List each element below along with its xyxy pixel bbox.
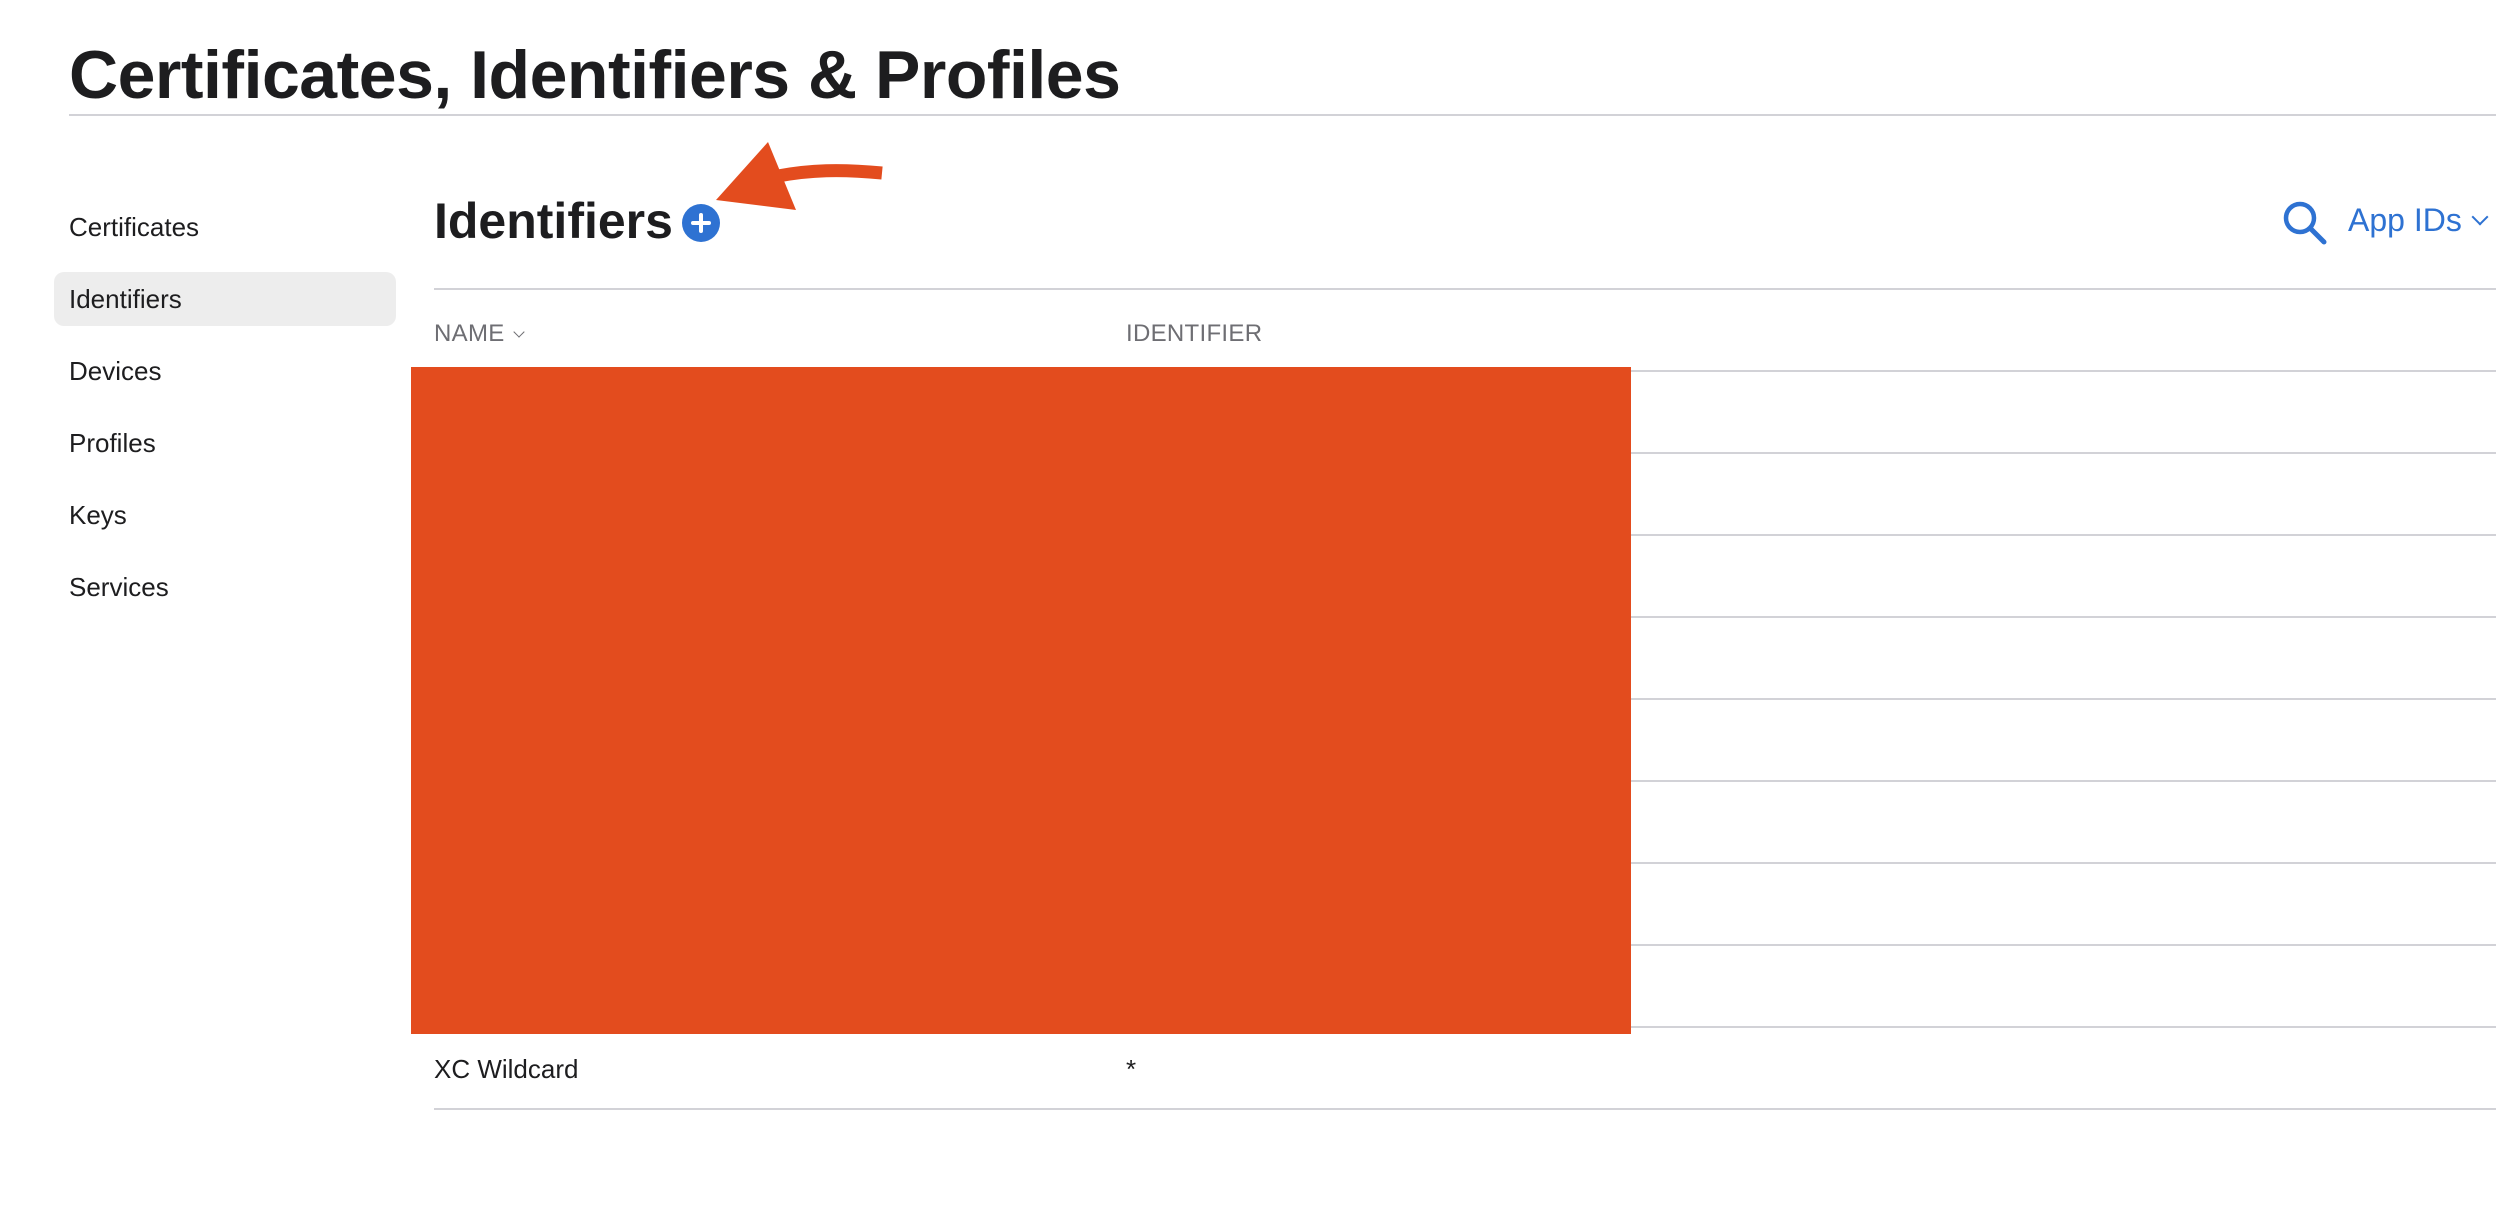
sidebar-item-label: Keys — [69, 500, 127, 530]
table-divider — [434, 288, 2496, 290]
search-icon[interactable] — [2280, 198, 2330, 248]
sidebar-item-label: Devices — [69, 356, 162, 386]
filter-value: App IDs — [2348, 202, 2462, 238]
page-title: Certificates, Identifiers & Profiles — [69, 37, 1121, 113]
sidebar: Certificates Identifiers Devices Profile… — [54, 200, 396, 632]
add-identifier-button[interactable] — [682, 204, 720, 242]
section-title: Identifiers — [434, 193, 673, 249]
column-header-identifier: IDENTIFIER — [1126, 320, 1263, 347]
sidebar-item-label: Profiles — [69, 428, 156, 458]
sidebar-item-devices[interactable]: Devices — [54, 344, 396, 398]
section-header: Identifiers App IDs — [434, 188, 2496, 252]
table-header: NAME IDENTIFIER — [434, 290, 2496, 372]
sidebar-item-label: Certificates — [69, 212, 200, 242]
sidebar-item-services[interactable]: Services — [54, 560, 396, 614]
row-identifier: * — [1126, 1054, 1137, 1084]
sidebar-item-profiles[interactable]: Profiles — [54, 416, 396, 470]
row-name: XC Wildcard — [434, 1054, 579, 1084]
arrow-left-icon — [716, 142, 883, 210]
column-header-label: NAME — [434, 320, 505, 347]
sidebar-item-keys[interactable]: Keys — [54, 488, 396, 542]
app-ids-filter-select[interactable]: App IDs — [2348, 202, 2489, 242]
table-row[interactable]: XC Wildcard * — [434, 1028, 2496, 1110]
column-header-name[interactable]: NAME — [434, 320, 525, 348]
chevron-down-icon — [512, 326, 525, 338]
title-divider — [69, 114, 2496, 116]
chevron-down-icon — [2471, 208, 2489, 226]
sidebar-item-identifiers[interactable]: Identifiers — [54, 272, 396, 326]
redaction-block — [411, 367, 1631, 1034]
sidebar-item-label: Services — [69, 572, 169, 602]
sidebar-item-label: Identifiers — [69, 284, 182, 314]
sidebar-item-certificates[interactable]: Certificates — [54, 200, 396, 254]
